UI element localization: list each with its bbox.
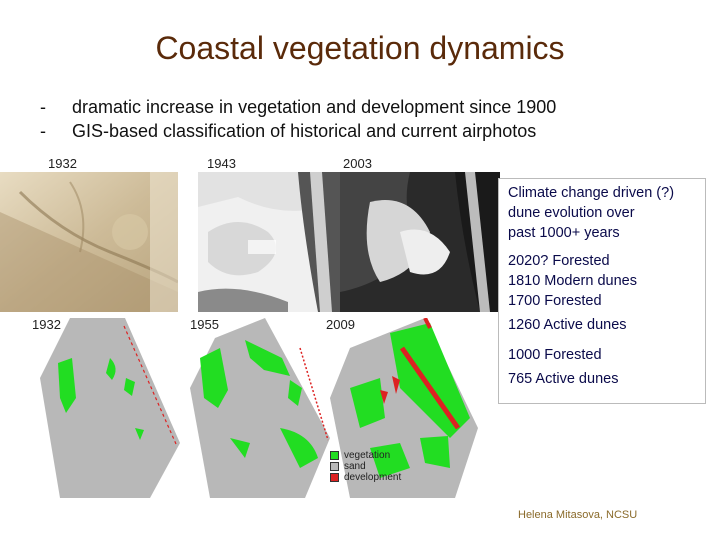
dune-evolution-box: Climate change driven (?) dune evolution… xyxy=(498,178,706,404)
page-title: Coastal vegetation dynamics xyxy=(155,30,565,66)
timeline-item: 2020? Forested xyxy=(508,253,610,269)
legend-label: vegetation xyxy=(344,450,391,461)
map-label-2009: 2009 xyxy=(326,317,355,332)
legend-label: sand xyxy=(344,461,366,472)
bullet-marker: - xyxy=(40,121,46,141)
photo-label-1932: 1932 xyxy=(48,156,77,171)
bullet-marker: - xyxy=(40,97,46,117)
bullet-item: - dramatic increase in vegetation and de… xyxy=(40,95,556,119)
timeline-item: 765 Active dunes xyxy=(508,371,619,387)
box-intro-line: Climate change driven (?) xyxy=(508,185,675,201)
legend-swatch-sand xyxy=(330,462,339,471)
photo-label-1943: 1943 xyxy=(207,156,236,171)
legend-item-development: development xyxy=(330,472,401,483)
bullet-list: - dramatic increase in vegetation and de… xyxy=(40,95,556,143)
map-legend: vegetation sand development xyxy=(330,450,401,483)
bullet-text: GIS-based classification of historical a… xyxy=(72,121,537,141)
box-intro: Climate change driven (?) dune evolution… xyxy=(508,183,674,243)
legend-swatch-vegetation xyxy=(330,451,339,460)
airphoto-2003 xyxy=(340,172,500,312)
map-label-1955: 1955 xyxy=(190,317,219,332)
airphoto-1932 xyxy=(0,172,178,312)
legend-label: development xyxy=(344,472,402,483)
classified-map-1932 xyxy=(40,318,190,498)
bullet-item: - GIS-based classification of historical… xyxy=(40,119,556,143)
timeline-item: 1700 Forested xyxy=(508,293,602,309)
legend-item-sand: sand xyxy=(330,461,401,472)
timeline-item: 1810 Modern dunes xyxy=(508,273,637,289)
box-intro-line: dune evolution over xyxy=(508,205,635,221)
map-label-1932: 1932 xyxy=(32,317,61,332)
classified-map-2009 xyxy=(330,317,480,498)
author-credit: Helena Mitasova, NCSU xyxy=(518,509,638,521)
photo-label-2003: 2003 xyxy=(343,156,372,171)
airphoto-1943 xyxy=(198,172,340,312)
box-intro-line: past 1000+ years xyxy=(508,225,620,241)
legend-item-vegetation: vegetation xyxy=(330,450,401,461)
legend-swatch-development xyxy=(330,473,339,482)
bullet-text: dramatic increase in vegetation and deve… xyxy=(72,97,557,117)
timeline-item: 1000 Forested xyxy=(508,347,602,363)
classified-map-1955 xyxy=(190,318,340,498)
timeline-item: 1260 Active dunes xyxy=(508,317,627,333)
